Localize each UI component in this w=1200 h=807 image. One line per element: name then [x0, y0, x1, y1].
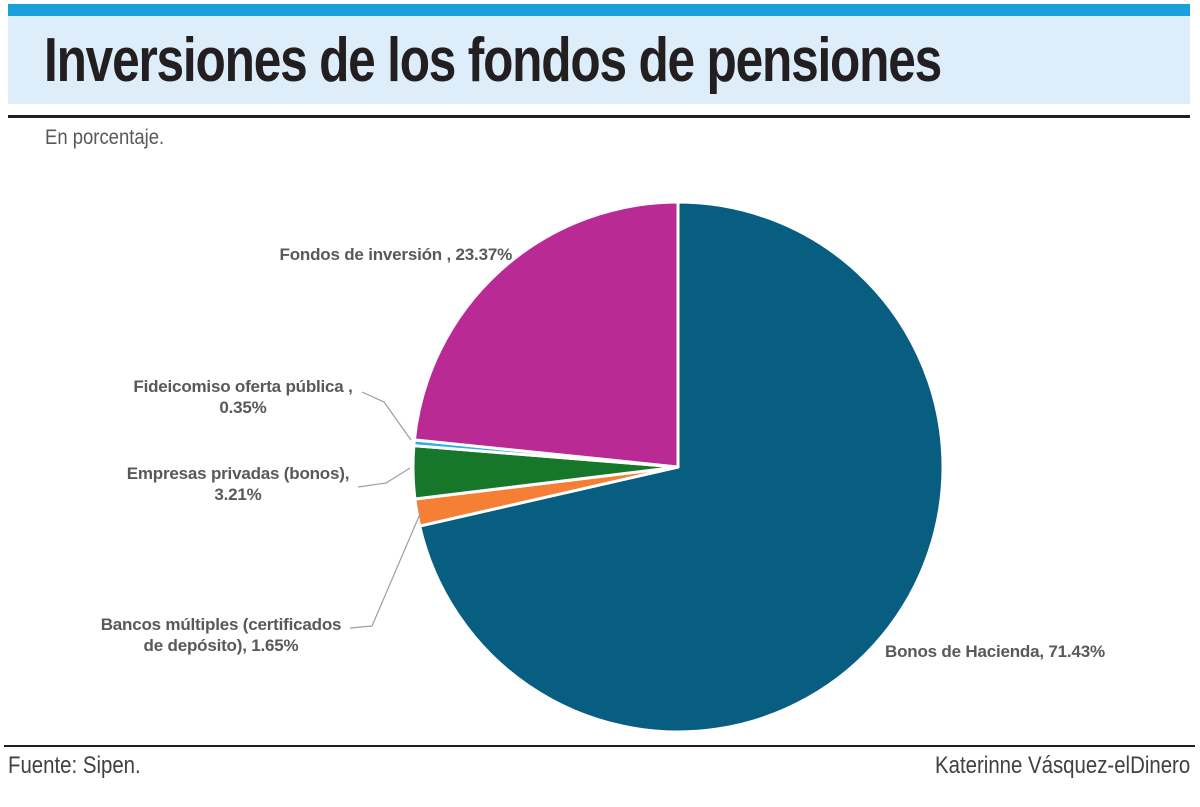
- page-title: Inversiones de los fondos de pensiones: [44, 25, 942, 95]
- footer-rule: [4, 745, 1195, 747]
- header-accent-bar: [8, 4, 1190, 16]
- header-rule: [8, 115, 1190, 118]
- leader-fideicomiso: [361, 391, 412, 441]
- label-fondos-de-inversion: Fondos de inversión , 23.37%: [279, 245, 513, 264]
- label-bancos-multiples: Bancos múltiples (certificados de depósi…: [100, 615, 342, 655]
- pie-slices: [411, 200, 945, 734]
- pie-chart-area: Fondos de inversión , 23.37% Fideicomiso…: [0, 170, 1200, 745]
- chart-subtitle: En porcentaje.: [45, 126, 165, 149]
- credit-text: Katerinne Vásquez-elDinero: [934, 752, 1190, 779]
- title-banner: Inversiones de los fondos de pensiones: [8, 16, 1190, 104]
- label-fideicomiso: Fideicomiso oferta pública , 0.35%: [133, 377, 353, 417]
- label-bonos-de-hacienda: Bonos de Hacienda, 71.43%: [885, 642, 1105, 661]
- leader-bancos: [349, 513, 421, 629]
- source-text: Fuente: Sipen.: [8, 752, 141, 779]
- label-empresas-privadas: Empresas privadas (bonos), 3.21%: [126, 464, 350, 504]
- leader-lines: [349, 391, 421, 629]
- pie-svg: [349, 200, 945, 734]
- pie-slice-4: [412, 200, 680, 469]
- pie-slice-0: [418, 200, 945, 734]
- leader-empresas: [357, 467, 411, 488]
